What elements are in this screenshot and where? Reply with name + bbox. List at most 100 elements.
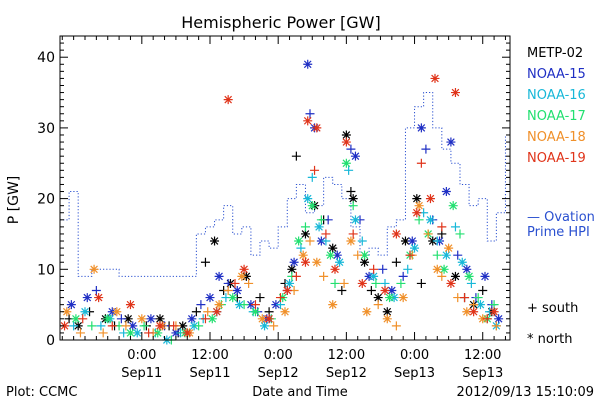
point-noaa-18-6 bbox=[137, 314, 147, 324]
point-noaa-19-41 bbox=[482, 314, 492, 324]
x-tick-date-4: Sep13 bbox=[394, 366, 435, 381]
point-metp-02-28 bbox=[341, 130, 351, 140]
marker-legend-north: * north bbox=[527, 332, 573, 347]
point-noaa-17-19 bbox=[300, 222, 310, 232]
point-noaa-17-38 bbox=[473, 293, 483, 303]
point-noaa-19-39 bbox=[460, 293, 470, 303]
point-noaa-15-2 bbox=[91, 286, 101, 296]
point-noaa-15-46 bbox=[494, 314, 504, 324]
point-noaa-19-5 bbox=[144, 328, 154, 338]
point-noaa-17-2 bbox=[103, 314, 113, 324]
y-tick-label-1: 10 bbox=[37, 262, 55, 278]
legend-entry-noaa-18: NOAA-18 bbox=[527, 130, 586, 145]
point-noaa-17-14 bbox=[250, 307, 260, 317]
legend-entry-noaa-17: NOAA-17 bbox=[527, 109, 586, 124]
point-noaa-17-21 bbox=[316, 215, 326, 225]
point-metp-02-37 bbox=[412, 194, 422, 204]
point-noaa-17-12 bbox=[228, 293, 238, 303]
point-noaa-15-12 bbox=[214, 271, 224, 281]
point-noaa-19-20 bbox=[303, 116, 313, 126]
point-noaa-17-4 bbox=[125, 328, 135, 338]
point-noaa-15-15 bbox=[246, 300, 256, 310]
point-noaa-15-11 bbox=[205, 293, 215, 303]
point-noaa-18-42 bbox=[478, 314, 488, 324]
point-noaa-19-19 bbox=[300, 257, 310, 267]
point-metp-02-35 bbox=[391, 257, 401, 267]
point-noaa-15-35 bbox=[416, 123, 426, 133]
y-tick-label-3: 30 bbox=[37, 121, 55, 137]
point-noaa-18-29 bbox=[373, 300, 383, 310]
point-metp-02-23 bbox=[300, 229, 310, 239]
point-noaa-19-10 bbox=[212, 307, 222, 317]
point-noaa-17-9 bbox=[194, 321, 204, 331]
point-noaa-16-19 bbox=[303, 194, 313, 204]
point-noaa-19-3 bbox=[107, 321, 117, 331]
point-noaa-18-32 bbox=[398, 293, 408, 303]
x-tick-time-4: 0:00 bbox=[400, 348, 429, 363]
point-noaa-15-22 bbox=[305, 109, 315, 119]
point-noaa-15-34 bbox=[407, 236, 417, 246]
point-noaa-19-15 bbox=[264, 314, 274, 324]
point-noaa-16-15 bbox=[260, 321, 270, 331]
point-noaa-17-35 bbox=[448, 201, 458, 211]
point-noaa-15-40 bbox=[446, 137, 456, 147]
ovation-legend-line2: Prime HPI bbox=[527, 225, 590, 240]
point-noaa-19-37 bbox=[446, 278, 456, 288]
point-noaa-15-9 bbox=[187, 314, 197, 324]
point-noaa-15-36 bbox=[421, 144, 431, 154]
legend-entry-metp-02: METP-02 bbox=[527, 46, 583, 61]
point-noaa-15-18 bbox=[271, 300, 281, 310]
x-tick-date-2: Sep12 bbox=[258, 366, 299, 381]
point-noaa-15-33 bbox=[398, 271, 408, 281]
point-metp-02-27 bbox=[337, 286, 347, 296]
point-metp-02-30 bbox=[348, 194, 358, 204]
point-noaa-17-28 bbox=[385, 293, 395, 303]
point-noaa-16-0 bbox=[69, 321, 79, 331]
point-noaa-17-13 bbox=[239, 300, 249, 310]
point-noaa-19-16 bbox=[275, 293, 285, 303]
x-axis-label: Date and Time bbox=[252, 385, 348, 400]
ovation-legend-line1: — Ovation bbox=[527, 210, 595, 225]
point-noaa-18-43 bbox=[491, 321, 501, 331]
point-noaa-15-42 bbox=[462, 264, 472, 274]
ovation-step-line bbox=[60, 92, 510, 277]
point-noaa-17-22 bbox=[325, 250, 335, 260]
point-noaa-15-8 bbox=[171, 328, 181, 338]
point-noaa-19-35 bbox=[430, 73, 440, 83]
point-metp-02-41 bbox=[450, 271, 460, 281]
point-metp-02-39 bbox=[428, 236, 438, 246]
point-noaa-16-17 bbox=[285, 278, 295, 288]
y-tick-label-0: 0 bbox=[46, 333, 55, 349]
point-metp-02-33 bbox=[373, 293, 383, 303]
point-noaa-15-6 bbox=[146, 314, 156, 324]
point-noaa-15-5 bbox=[128, 321, 138, 331]
y-axis-label: P [GW] bbox=[6, 176, 22, 225]
point-noaa-17-18 bbox=[294, 236, 304, 246]
point-noaa-19-24 bbox=[330, 264, 340, 274]
point-noaa-16-36 bbox=[450, 222, 460, 232]
point-noaa-17-25 bbox=[348, 201, 358, 211]
point-noaa-19-42 bbox=[489, 307, 499, 317]
point-noaa-19-38 bbox=[450, 88, 460, 98]
point-metp-02-26 bbox=[328, 243, 338, 253]
point-noaa-16-29 bbox=[389, 293, 399, 303]
point-noaa-19-11 bbox=[223, 95, 233, 105]
point-noaa-19-0 bbox=[60, 321, 70, 331]
point-noaa-19-1 bbox=[78, 314, 88, 324]
point-noaa-18-28 bbox=[362, 307, 372, 317]
point-metp-02-34 bbox=[382, 307, 392, 317]
point-noaa-18-3 bbox=[98, 328, 108, 338]
point-noaa-18-21 bbox=[305, 236, 315, 246]
x-tick-date-3: Sep12 bbox=[326, 366, 367, 381]
axes-layer: 0 10 20 30 40 0:00 Sep11 12:00 Sep11 0:00 Sep12 12:… bbox=[37, 35, 511, 381]
point-metp-02-5 bbox=[123, 314, 133, 324]
point-noaa-15-39 bbox=[441, 187, 451, 197]
point-noaa-18-26 bbox=[346, 236, 356, 246]
point-noaa-19-4 bbox=[125, 300, 135, 310]
point-noaa-19-25 bbox=[341, 137, 351, 147]
point-noaa-18-1 bbox=[75, 328, 85, 338]
point-noaa-16-35 bbox=[441, 250, 451, 260]
point-noaa-17-26 bbox=[360, 250, 370, 260]
ovation-layer bbox=[60, 92, 510, 277]
point-noaa-16-2 bbox=[96, 321, 106, 331]
